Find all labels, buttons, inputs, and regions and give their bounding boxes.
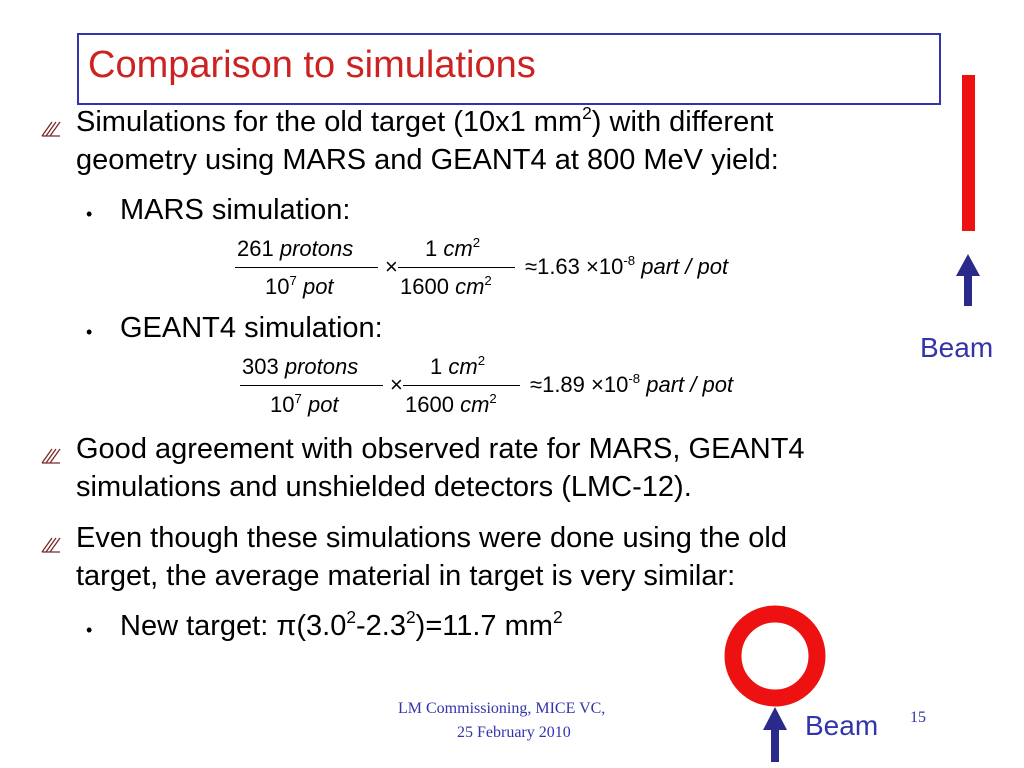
text: pot <box>307 392 339 417</box>
beam-arrow-top <box>956 254 980 306</box>
text: Even though these simulations were done … <box>76 522 787 554</box>
operator: × <box>385 254 398 279</box>
sub-bullet: • <box>86 322 93 342</box>
superscript: 2 <box>552 606 563 627</box>
bullet-icon <box>41 121 61 137</box>
text: 1600 <box>405 392 454 417</box>
page-number: 15 <box>910 709 926 726</box>
text: 10 <box>265 274 290 299</box>
superscript: 2 <box>484 272 492 288</box>
text: cm <box>460 392 490 417</box>
text: 1.63 <box>537 254 580 279</box>
text: Good agreement with observed rate for MA… <box>76 433 805 465</box>
denominator: 107 pot <box>265 274 334 300</box>
text-line: Simulations for the old target (10x1 mm2… <box>76 102 774 139</box>
text: 1.89 <box>542 372 585 397</box>
text-line: Even though these simulations were done … <box>76 522 787 555</box>
denominator: 107 pot <box>270 392 339 418</box>
text: pot <box>302 274 334 299</box>
numerator: 1 cm2 <box>425 236 480 262</box>
superscript: 2 <box>346 606 357 627</box>
text: geometry using MARS and GEANT4 at 800 Me… <box>76 144 779 176</box>
text: (3.0 <box>296 610 347 642</box>
sub-bullet: • <box>86 204 93 224</box>
fraction-bar <box>235 267 378 268</box>
text: 303 <box>242 354 279 379</box>
bullet-icon <box>41 448 61 464</box>
text: protons <box>279 236 354 261</box>
fraction-bar <box>240 385 383 386</box>
text: MARS simulation: <box>120 194 351 226</box>
text: 10 <box>603 372 629 397</box>
text: New target: <box>120 610 277 642</box>
superscript: -8 <box>628 370 641 386</box>
text-line: simulations and unshielded detectors (LM… <box>76 471 692 504</box>
text-line: New target: π(3.02-2.32)=11.7 mm2 <box>120 606 563 643</box>
text-line: target, the average material in target i… <box>76 560 735 593</box>
numerator: 261 protons <box>237 236 353 262</box>
fraction-bar <box>398 267 515 268</box>
beam-label: Beam <box>920 332 994 363</box>
text: ) with different <box>591 106 774 138</box>
text: ≈ <box>525 254 538 279</box>
superscript: 2 <box>489 390 497 406</box>
text: part / pot <box>646 372 734 397</box>
text: 261 <box>237 236 274 261</box>
text: 10 <box>598 254 624 279</box>
numerator: 1 cm2 <box>430 354 485 380</box>
text: GEANT4 simulation: <box>120 312 383 344</box>
superscript: 2 <box>406 606 416 627</box>
bullet-icon <box>41 537 61 553</box>
text-line: MARS simulation: <box>120 194 350 227</box>
text: -2.3 <box>356 610 406 642</box>
text-line: geometry using MARS and GEANT4 at 800 Me… <box>76 144 779 177</box>
result: ≈1.89 ×10-8 part / pot <box>530 372 733 398</box>
beam-arrow-bottom <box>763 707 787 762</box>
superscript: 7 <box>289 272 297 288</box>
text: Simulations for the old target (10x1 mm <box>76 106 583 138</box>
text-line: GEANT4 simulation: <box>120 312 383 345</box>
fraction-bar <box>403 385 520 386</box>
text: 1600 <box>400 274 449 299</box>
text: ≈ <box>530 372 543 397</box>
text-line: Good agreement with observed rate for MA… <box>76 433 805 466</box>
result: ≈1.63 ×10-8 part / pot <box>525 254 728 280</box>
text: cm <box>443 236 473 261</box>
superscript: 7 <box>294 390 302 406</box>
superscript: 2 <box>472 234 481 250</box>
denominator: 1600 cm2 <box>405 392 497 418</box>
denominator: 1600 cm2 <box>400 274 492 300</box>
beam-bar <box>962 75 975 231</box>
title-box <box>77 33 941 105</box>
superscript: 2 <box>477 352 486 368</box>
text: π <box>276 610 297 642</box>
target-ring <box>724 605 826 707</box>
text: )=11.7 mm <box>415 610 553 642</box>
text: × <box>586 254 599 279</box>
beam-label: Beam <box>805 710 879 741</box>
text: × <box>591 372 604 397</box>
text: target, the average material in target i… <box>76 560 736 592</box>
text: 1 <box>430 354 443 379</box>
text: 1 <box>425 236 438 261</box>
text: protons <box>284 354 359 379</box>
footer-text: 25 February 2010 <box>457 724 571 741</box>
text: 10 <box>270 392 295 417</box>
sub-bullet: • <box>86 620 93 640</box>
footer-text: LM Commissioning, MICE VC, <box>398 700 606 717</box>
superscript: 2 <box>582 102 592 123</box>
numerator: 303 protons <box>242 354 358 380</box>
operator: × <box>390 372 403 397</box>
slide-title: Comparison to simulations <box>88 44 536 86</box>
text: part / pot <box>641 254 729 279</box>
superscript: -8 <box>623 252 636 268</box>
text: simulations and unshielded detectors (LM… <box>76 471 692 503</box>
text: cm <box>455 274 485 299</box>
text: cm <box>448 354 478 379</box>
